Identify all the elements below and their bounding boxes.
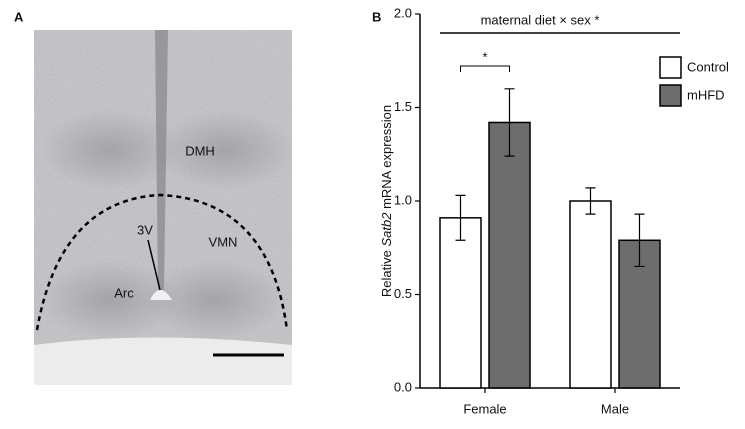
error-bar [504, 88, 515, 157]
region-label: Arc [114, 285, 134, 300]
y-label-part: Satb2 [379, 212, 394, 247]
region-label: VMN [209, 234, 238, 249]
annotation: maternal diet × sex * [481, 12, 600, 27]
legend-label: mHFD [687, 87, 725, 102]
x-tick-label: Male [601, 401, 629, 416]
micrograph [34, 30, 295, 385]
y-label-part: mRNA expression [379, 105, 394, 209]
y-label-part: Relative [379, 250, 394, 297]
panel-label: B [372, 9, 381, 24]
error-bar [634, 213, 645, 268]
region-label: DMH [185, 143, 215, 158]
panel-label: A [14, 9, 24, 24]
legend-label: Control [687, 59, 729, 74]
bar [439, 217, 482, 389]
error-bar [455, 194, 466, 241]
legend-swatch [659, 56, 682, 79]
legend-swatch [659, 84, 682, 107]
x-tick-label: Female [463, 401, 506, 416]
y-tick-label: 0.0 [394, 379, 412, 394]
y-tick-label: 1.5 [394, 99, 412, 114]
significance-bracket [460, 65, 510, 72]
annotation: * [482, 49, 487, 64]
y-tick-label: 1.0 [394, 192, 412, 207]
y-tick-label: 0.5 [394, 286, 412, 301]
region-label: 3V [137, 222, 153, 237]
y-tick-label: 2.0 [394, 5, 412, 20]
bar [569, 200, 612, 389]
y-axis-label: Relative Satb2 mRNA expression [379, 105, 394, 297]
bar [488, 121, 531, 389]
error-bar [585, 187, 596, 215]
